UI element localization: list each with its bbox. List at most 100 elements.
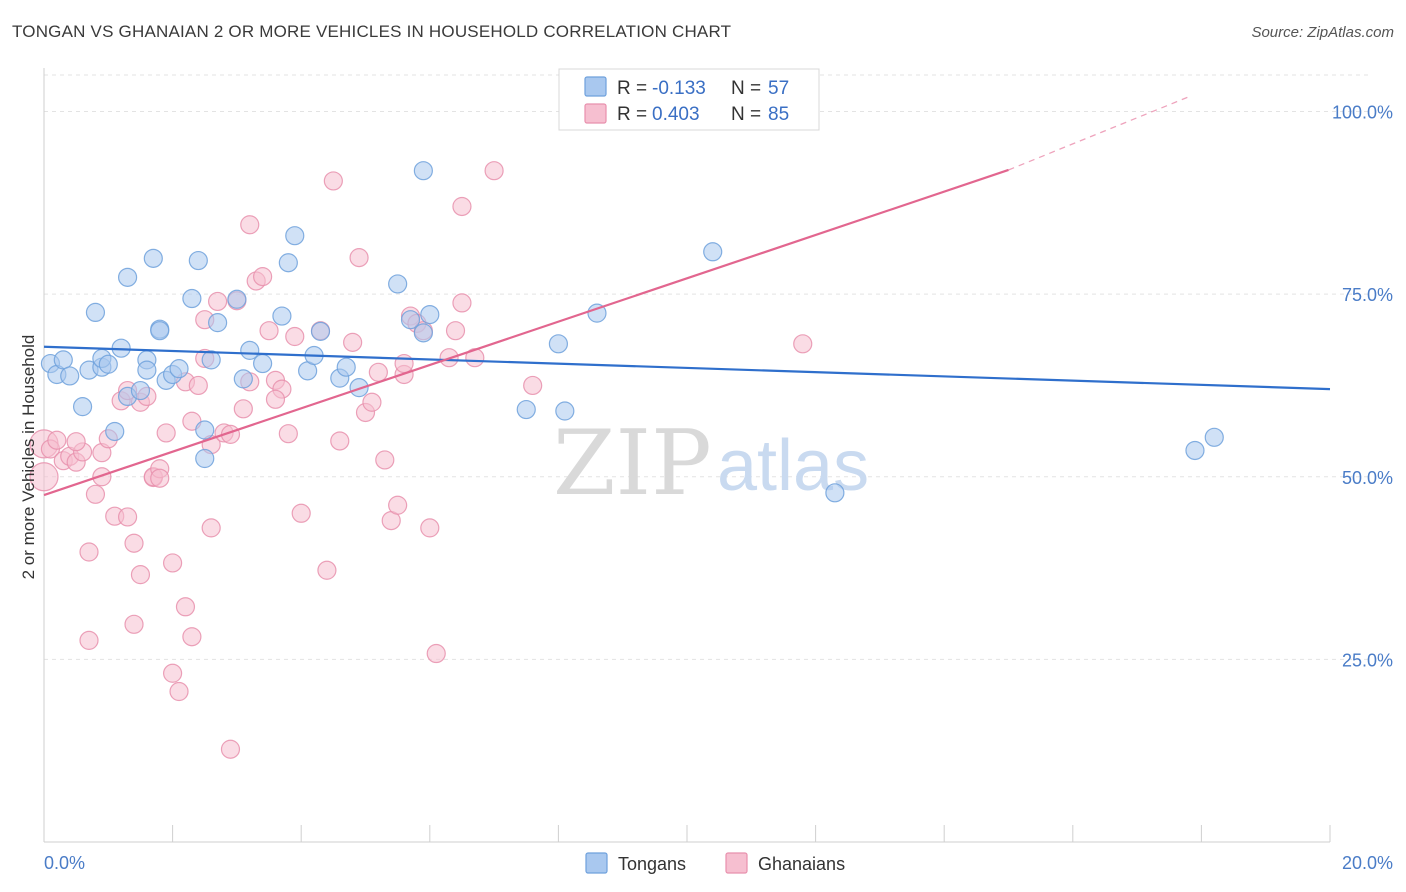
point-tongans	[703, 242, 723, 262]
legend-swatch-ghanaians	[584, 103, 607, 124]
point-tongans	[130, 380, 151, 401]
point-tongans	[208, 313, 228, 333]
point-tongans	[587, 303, 607, 323]
point-ghanaians	[484, 161, 504, 181]
point-ghanaians	[233, 399, 253, 419]
point-ghanaians	[79, 630, 99, 650]
x-tick-label-max: 20.0%	[1342, 853, 1393, 873]
point-tongans	[400, 310, 421, 330]
point-tongans	[150, 321, 170, 341]
point-ghanaians	[47, 430, 67, 450]
point-ghanaians	[259, 321, 279, 341]
point-ghanaians	[240, 215, 260, 235]
point-ghanaians	[29, 462, 59, 492]
point-ghanaians	[265, 389, 286, 409]
bottom-legend-swatch-ghanaians	[725, 852, 748, 874]
point-tongans	[253, 353, 273, 374]
point-ghanaians	[208, 291, 228, 312]
point-ghanaians	[150, 468, 170, 488]
legend-r-value-1: -0.133	[652, 78, 706, 99]
stats-legend: R = -0.133 N = 57 R = 0.403 N = 85	[558, 68, 820, 131]
point-ghanaians	[323, 171, 343, 191]
point-ghanaians	[182, 627, 202, 647]
point-ghanaians	[426, 643, 446, 664]
point-tongans	[195, 448, 215, 469]
watermark-zip: ZIP	[553, 411, 712, 516]
point-tongans	[278, 253, 298, 273]
point-tongans	[240, 340, 260, 360]
point-tongans	[85, 302, 106, 323]
trendline-ghanaians-extension	[1008, 96, 1189, 171]
point-tongans	[72, 397, 93, 417]
trendline-ghanaians	[43, 168, 1009, 497]
point-ghanaians	[291, 503, 311, 523]
y-tick-label: 25.0%	[1342, 650, 1393, 670]
point-tongans	[825, 483, 845, 503]
point-ghanaians	[175, 597, 196, 617]
legend-n-value-2: 85	[768, 104, 789, 125]
point-ghanaians	[169, 681, 189, 702]
point-ghanaians	[253, 267, 273, 287]
source-credit: Source: ZipAtlas.com	[1251, 24, 1394, 41]
bottom-legend-swatch-tongans	[585, 852, 608, 874]
point-tongans	[169, 359, 189, 379]
point-ghanaians	[343, 332, 363, 352]
point-tongans	[188, 250, 208, 271]
point-ghanaians	[117, 507, 138, 527]
series-legend: Tongans Ghanaians	[585, 852, 845, 874]
point-ghanaians	[362, 392, 382, 412]
x-tick-label-min: 0.0%	[44, 853, 85, 873]
watermark: ZIP atlas	[553, 411, 869, 516]
point-tongans	[98, 354, 118, 374]
point-ghanaians	[220, 739, 241, 759]
point-tongans	[555, 401, 575, 421]
point-tongans	[349, 378, 369, 398]
point-tongans	[195, 420, 215, 440]
y-axis-label: 2 or more Vehicles in Household	[19, 335, 38, 580]
legend-n-value-1: 57	[768, 78, 789, 99]
trend-lines	[43, 96, 1331, 497]
point-ghanaians	[420, 518, 440, 538]
legend-r-label-2: R =	[617, 104, 647, 125]
legend-r-label-1: R =	[617, 78, 647, 99]
point-ghanaians	[188, 375, 208, 396]
point-tongans	[413, 161, 433, 181]
bottom-legend-label-tongans: Tongans	[618, 854, 686, 874]
y-tick-label: 100.0%	[1332, 103, 1393, 123]
grid-lines	[44, 74, 1370, 660]
point-tongans	[310, 321, 331, 341]
data-points	[29, 161, 1224, 759]
point-ghanaians	[92, 467, 112, 487]
point-tongans	[60, 366, 80, 386]
point-ghanaians	[163, 663, 183, 683]
point-ghanaians	[349, 248, 369, 268]
point-ghanaians	[317, 560, 337, 580]
point-ghanaians	[124, 614, 144, 634]
point-tongans	[420, 304, 440, 325]
point-tongans	[1204, 427, 1224, 447]
point-ghanaians	[330, 431, 350, 451]
point-tongans	[201, 350, 221, 370]
y-tick-label: 50.0%	[1342, 468, 1393, 488]
point-tongans	[336, 357, 356, 377]
point-ghanaians	[368, 362, 388, 382]
point-ghanaians	[375, 450, 395, 470]
point-tongans	[272, 306, 292, 326]
watermark-atlas: atlas	[717, 426, 869, 506]
point-tongans	[233, 369, 253, 389]
point-tongans	[548, 334, 569, 354]
point-tongans	[1185, 440, 1205, 461]
point-tongans	[53, 350, 73, 370]
legend-n-label-1: N =	[731, 78, 761, 99]
point-ghanaians	[278, 424, 298, 444]
point-ghanaians	[85, 484, 106, 504]
trendline-tongans	[43, 345, 1331, 391]
point-ghanaians	[523, 375, 543, 396]
point-tongans	[117, 267, 138, 287]
chart-title: TONGAN VS GHANAIAN 2 OR MORE VEHICLES IN…	[12, 22, 732, 41]
point-ghanaians	[124, 533, 144, 553]
point-ghanaians	[285, 326, 305, 347]
y-tick-label: 75.0%	[1342, 285, 1393, 305]
point-tongans	[285, 226, 305, 246]
legend-n-label-2: N =	[731, 104, 761, 125]
